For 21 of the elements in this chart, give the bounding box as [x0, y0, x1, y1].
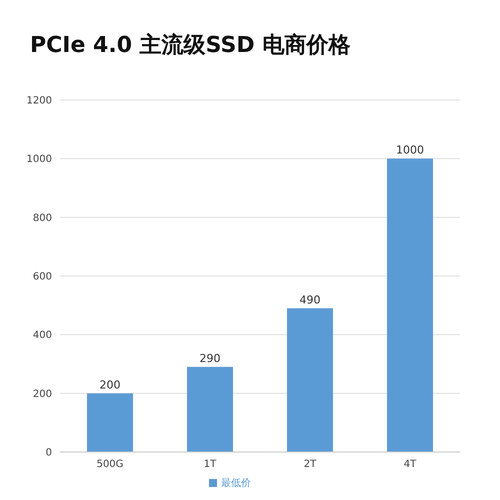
- x-tick-label: 500G: [96, 459, 124, 470]
- bar: [187, 366, 233, 452]
- y-tick-label: 200: [32, 388, 52, 400]
- x-tick-label: 1T: [204, 459, 218, 470]
- data-label: 290: [200, 352, 220, 365]
- data-label: 1000: [396, 144, 424, 157]
- bar: [287, 308, 333, 452]
- legend-label: 最低价: [221, 478, 251, 489]
- data-label: 200: [100, 378, 120, 392]
- bar: [87, 393, 133, 452]
- data-label: 490: [300, 293, 320, 306]
- chart-title: PCIe 4.0 主流级SSD 电商价格: [30, 32, 350, 60]
- y-tick-label: 1200: [26, 96, 52, 107]
- x-tick-label: 2T: [304, 459, 318, 470]
- y-tick-label: 0: [46, 448, 52, 459]
- y-tick-label: 1000: [26, 154, 52, 166]
- bar: [387, 158, 433, 452]
- x-tick-label: 4T: [404, 459, 418, 470]
- y-tick-label: 600: [32, 272, 52, 283]
- y-tick-label: 800: [32, 212, 52, 224]
- y-tick-label: 400: [32, 330, 52, 342]
